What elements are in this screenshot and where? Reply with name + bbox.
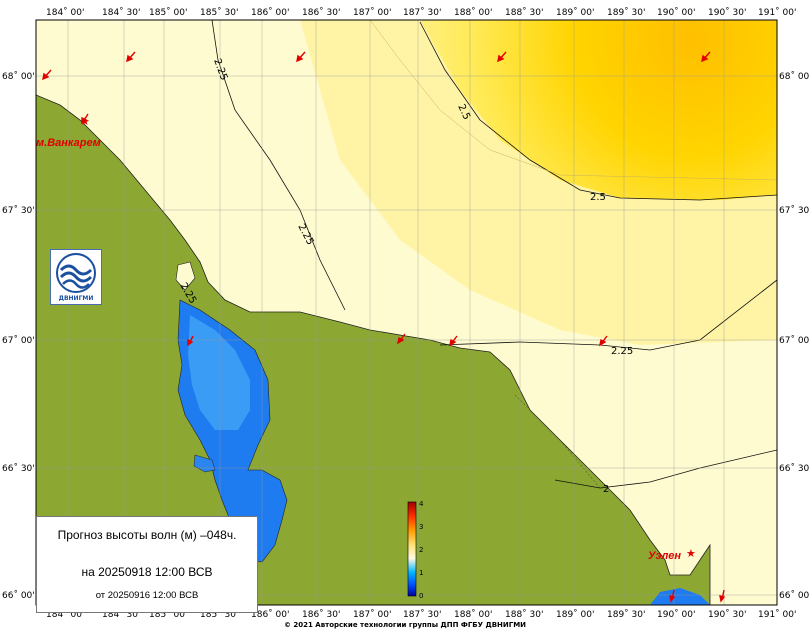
lat-axis-left: 68˚ 00' 67˚ 30' 67˚ 00' 66˚ 30' 66˚ 00' [2, 71, 35, 601]
lat-tick: 67˚ 30' [2, 205, 35, 216]
arrow-icon [669, 589, 676, 603]
star-icon: ★ [686, 548, 696, 560]
lon-tick: 189˚ 30' [607, 609, 645, 620]
forecast-base-time: от 20250916 12:00 ВСВ [95, 590, 199, 601]
lat-axis-right: 68˚ 00' 67˚ 30' 67˚ 00' 66˚ 30' 66˚ 00' [779, 71, 810, 601]
lon-tick: 188˚ 00' [454, 609, 492, 620]
lon-tick: 184˚ 00' [46, 7, 84, 18]
lon-tick: 188˚ 30' [505, 7, 543, 18]
copyright: © 2021 Авторские технологии группы ДПП Ф… [283, 621, 527, 629]
colorbar-tick: 0 [419, 592, 423, 600]
star-icon: ★ [80, 116, 90, 128]
lon-tick: 187˚ 30' [403, 609, 441, 620]
lon-tick: 186˚ 00' [251, 609, 289, 620]
contour-label: 2 [603, 484, 609, 495]
colorbar-tick: 4 [419, 500, 424, 508]
lon-tick: 188˚ 00' [454, 7, 492, 18]
lon-tick: 190˚ 30' [708, 609, 746, 620]
lagoon-islet [193, 454, 216, 473]
contour-dash [514, 394, 601, 489]
arrow-icon [126, 51, 136, 63]
lat-tick: 66˚ 30' [2, 463, 35, 474]
lat-tick: 67˚ 00' [779, 335, 810, 346]
forecast-valid-time: на 20250918 12:00 ВСВ [81, 565, 213, 579]
lat-tick: 67˚ 00' [2, 335, 35, 346]
land-chukotka [36, 94, 711, 605]
lon-tick: 186˚ 00' [251, 7, 289, 18]
arrow-icon [497, 51, 507, 63]
colorbar-tick: 3 [419, 523, 423, 531]
colorbar: 0 1 2 3 4 [407, 500, 424, 600]
lat-tick: 66˚ 00' [779, 590, 810, 601]
lon-tick: 189˚ 00' [556, 7, 594, 18]
arrow-icon [81, 113, 89, 125]
place-uelen: Уэлен [648, 550, 681, 562]
bering-sea-patch [650, 588, 710, 605]
place-vankarem: м.Ванкарем [36, 137, 101, 149]
arrow-icon [296, 51, 306, 63]
lon-tick: 190˚ 00' [657, 609, 695, 620]
lon-tick: 185˚ 00' [149, 609, 187, 620]
spit [175, 261, 196, 291]
arrow-icon [449, 335, 458, 347]
contour-label: 2.25 [611, 346, 633, 357]
lon-tick: 187˚ 00' [353, 7, 391, 18]
contour-faint [369, 20, 777, 181]
lon-axis-top: 184˚ 00' 184˚ 30' 185˚ 00' 185˚ 30' 186˚… [46, 7, 796, 18]
map-frame [35, 19, 778, 606]
arrow-icon [42, 69, 52, 81]
lon-tick: 185˚ 30' [200, 609, 238, 620]
lagoon-shallow [188, 315, 250, 430]
arrow-icon [397, 333, 406, 345]
lon-tick: 184˚ 30' [102, 609, 140, 620]
lon-tick: 184˚ 30' [102, 7, 140, 18]
lon-tick: 188˚ 30' [505, 609, 543, 620]
colorbar-tick: 1 [419, 569, 423, 577]
lon-tick: 186˚ 30' [302, 7, 340, 18]
dvnigmi-logo: ДВНИГМИ [50, 249, 102, 305]
lon-tick: 189˚ 00' [556, 609, 594, 620]
lon-tick: 184˚ 00' [46, 609, 84, 620]
wave-direction-arrows [42, 51, 726, 603]
lon-tick: 189˚ 30' [607, 7, 645, 18]
arrow-icon [719, 589, 726, 603]
graticule [36, 20, 777, 605]
forecast-legend: Прогноз высоты волн (м) –048ч. на 202509… [36, 516, 258, 613]
lat-tick: 67˚ 30' [779, 205, 810, 216]
arrow-icon [701, 51, 711, 63]
arrow-icon [599, 335, 608, 347]
colorbar-tick: 2 [419, 546, 423, 554]
forecast-title: Прогноз высоты волн (м) –048ч. [57, 528, 237, 542]
lon-tick: 185˚ 00' [149, 7, 187, 18]
contour-2 [554, 449, 777, 489]
lon-tick: 185˚ 30' [200, 7, 238, 18]
colorbar-scale [407, 501, 417, 597]
lat-tick: 68˚ 00' [2, 71, 35, 82]
lon-tick: 191˚ 00' [758, 7, 796, 18]
lat-tick: 66˚ 00' [2, 590, 35, 601]
arrow-icon [187, 335, 194, 347]
lat-tick: 66˚ 30' [779, 463, 810, 474]
contour-225-east [439, 279, 777, 351]
logo-text: ДВНИГМИ [59, 295, 94, 302]
lon-tick: 190˚ 30' [708, 7, 746, 18]
lat-tick: 68˚ 00' [779, 71, 810, 82]
contour-225-west [211, 20, 346, 311]
contour-25 [419, 21, 777, 201]
lon-tick: 187˚ 30' [403, 7, 441, 18]
lon-tick: 191˚ 00' [758, 609, 796, 620]
contour-label: 2.5 [590, 192, 606, 203]
lon-tick: 186˚ 30' [302, 609, 340, 620]
lon-axis-bottom: 184˚ 00' 184˚ 30' 185˚ 00' 185˚ 30' 186˚… [46, 609, 796, 620]
sea-band-high [420, 20, 777, 200]
lon-tick: 190˚ 00' [657, 7, 695, 18]
lon-tick: 187˚ 00' [353, 609, 391, 620]
